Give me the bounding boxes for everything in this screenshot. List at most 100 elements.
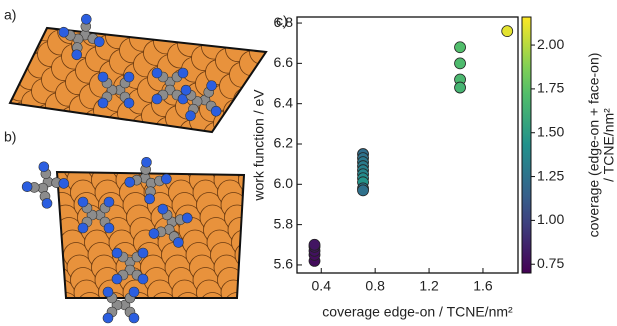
nitrogen <box>138 274 148 284</box>
atom <box>246 14 271 39</box>
atom <box>174 6 199 31</box>
atom <box>298 293 323 318</box>
structure-panels <box>0 0 367 323</box>
atom <box>260 28 285 53</box>
atom <box>1 193 26 218</box>
atom <box>60 143 85 168</box>
atom <box>292 82 317 107</box>
atom <box>74 121 99 146</box>
atom <box>0 73 9 98</box>
atom <box>15 155 40 180</box>
atom <box>198 9 223 34</box>
y-tick-label: 6.6 <box>274 54 294 70</box>
nitrogen <box>112 248 122 258</box>
atom <box>249 293 274 318</box>
x-tick-label: 1.6 <box>473 278 493 294</box>
nitrogen <box>78 197 88 207</box>
atom <box>228 125 253 150</box>
nitrogen <box>124 98 134 108</box>
nitrogen <box>152 94 162 104</box>
atom <box>36 230 61 255</box>
colorbar-tick-label: 1.75 <box>537 80 564 96</box>
atom <box>22 268 47 293</box>
y-axis-label: work function / eV <box>251 89 267 202</box>
atom <box>236 25 261 50</box>
atom <box>0 111 3 136</box>
point <box>309 239 320 250</box>
atom <box>8 218 33 243</box>
y-tick-label: 5.8 <box>274 215 294 231</box>
atom <box>98 124 123 149</box>
colorbar-tick-label: 1.00 <box>537 211 564 227</box>
atom <box>270 193 295 218</box>
nitrogen <box>103 313 113 323</box>
atom <box>11 143 36 168</box>
atom <box>308 33 333 58</box>
atom <box>18 255 43 280</box>
atom <box>318 22 343 47</box>
colorbar-tick-label: 2.00 <box>537 36 564 52</box>
nitrogen <box>124 72 134 82</box>
atom <box>0 180 22 205</box>
nitrogen <box>103 287 113 297</box>
atom <box>207 143 232 168</box>
atom <box>0 48 5 73</box>
atom <box>212 23 237 48</box>
atom <box>284 30 309 55</box>
atom <box>122 126 147 151</box>
nitrogen <box>98 98 108 108</box>
atom <box>312 59 337 84</box>
atom <box>322 47 347 72</box>
x-tick-label: 0.4 <box>312 278 332 294</box>
atom <box>239 255 264 280</box>
atom <box>170 131 195 156</box>
atom <box>146 129 171 154</box>
atom <box>221 280 246 305</box>
atom <box>39 243 64 268</box>
point <box>358 185 369 196</box>
panel-label: a) <box>4 7 16 23</box>
atom <box>222 11 247 36</box>
atom <box>102 0 127 23</box>
colorbar-label: coverage (edge-on + face-on) <box>586 53 602 238</box>
nitrogen <box>152 68 162 78</box>
y-tick-label: 5.6 <box>274 256 294 272</box>
colorbar-tick-label: 0.75 <box>537 255 564 271</box>
nitrogen <box>112 274 122 284</box>
atom <box>164 17 189 42</box>
atom <box>183 143 208 168</box>
nitrogen <box>178 68 188 78</box>
colorbar-tick-label: 1.50 <box>537 123 564 139</box>
nitrogen <box>129 287 139 297</box>
atom <box>54 0 79 18</box>
atom <box>194 134 219 159</box>
atom <box>126 1 151 26</box>
colorbar <box>522 17 531 273</box>
x-axis-label: coverage edge-on / TCNE/nm² <box>322 304 513 320</box>
atom <box>281 230 306 255</box>
atom <box>20 2 45 27</box>
x-tick-label: 1.2 <box>419 278 439 294</box>
atom <box>270 280 295 305</box>
atom <box>30 0 55 15</box>
atom <box>32 218 57 243</box>
figure: a) b) c) 5.65.86.06.26.46.66.80.40.81.21… <box>0 0 617 326</box>
y-tick-label: 6.0 <box>274 175 294 191</box>
atom <box>44 4 69 29</box>
atom <box>0 143 12 168</box>
atom <box>29 293 54 318</box>
point <box>455 42 466 53</box>
atom <box>116 12 141 37</box>
x-tick-label: 0.8 <box>365 278 385 294</box>
y-tick-label: 6.8 <box>274 14 294 30</box>
atom <box>140 15 165 40</box>
atom <box>242 268 267 293</box>
colorbar-label: / TCNE/nm² <box>601 108 617 182</box>
atom <box>29 205 54 230</box>
atom <box>26 116 51 141</box>
atom <box>0 25 25 50</box>
surface <box>0 0 367 164</box>
atom <box>224 99 249 124</box>
atom <box>0 168 19 193</box>
point <box>455 58 466 69</box>
